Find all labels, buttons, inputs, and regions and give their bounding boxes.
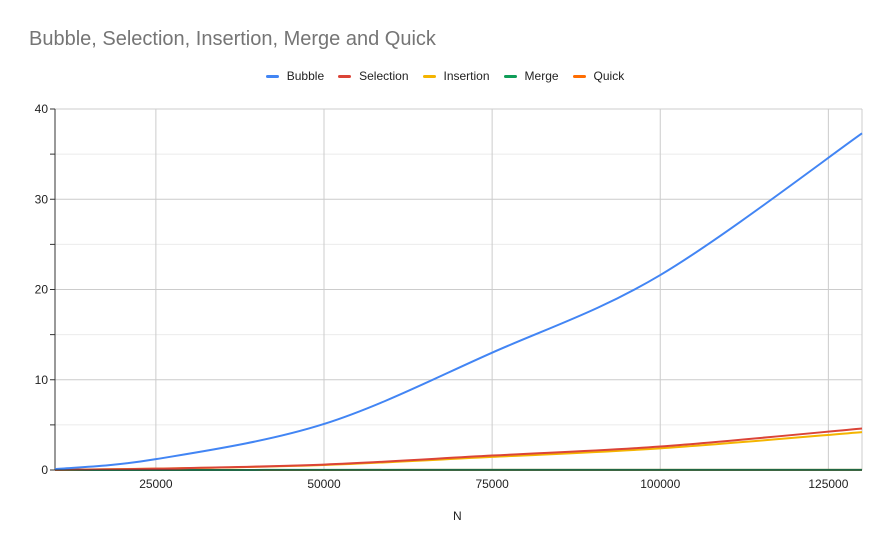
legend-label-quick: Quick <box>593 69 625 83</box>
series-line-insertion <box>54 431 863 471</box>
legend-item-insertion[interactable]: Insertion <box>422 69 490 83</box>
legend-label-bubble: Bubble <box>286 69 325 83</box>
legend-item-bubble[interactable]: Bubble <box>265 69 325 83</box>
chart-title: Bubble, Selection, Insertion, Merge and … <box>29 28 436 50</box>
series-line-bubble <box>54 132 863 471</box>
legend-item-selection[interactable]: Selection <box>338 69 409 83</box>
y-tick-label: 40 <box>35 102 49 116</box>
legend-swatch-merge <box>503 74 517 78</box>
x-tick-label: 25000 <box>139 477 173 491</box>
x-tick-label: 75000 <box>475 477 509 491</box>
x-axis-title: N <box>453 509 462 523</box>
x-tick-label: 100000 <box>640 477 680 491</box>
legend: Bubble Selection Insertion Merge Quick <box>0 69 890 83</box>
legend-item-quick[interactable]: Quick <box>572 69 625 83</box>
y-tick-label: 30 <box>35 192 49 206</box>
y-tick-label: 10 <box>35 373 49 387</box>
legend-label-selection: Selection <box>359 69 409 83</box>
legend-swatch-bubble <box>265 74 279 78</box>
legend-label-merge: Merge <box>524 69 559 83</box>
legend-swatch-selection <box>338 74 352 78</box>
legend-label-insertion: Insertion <box>443 69 490 83</box>
legend-item-merge[interactable]: Merge <box>503 69 559 83</box>
legend-swatch-insertion <box>422 74 436 78</box>
x-tick-label: 50000 <box>307 477 341 491</box>
legend-swatch-quick <box>572 74 586 78</box>
series-line-selection <box>54 427 863 471</box>
y-tick-label: 0 <box>41 463 48 477</box>
y-tick-label: 20 <box>35 283 49 297</box>
x-tick-label: 125000 <box>808 477 848 491</box>
